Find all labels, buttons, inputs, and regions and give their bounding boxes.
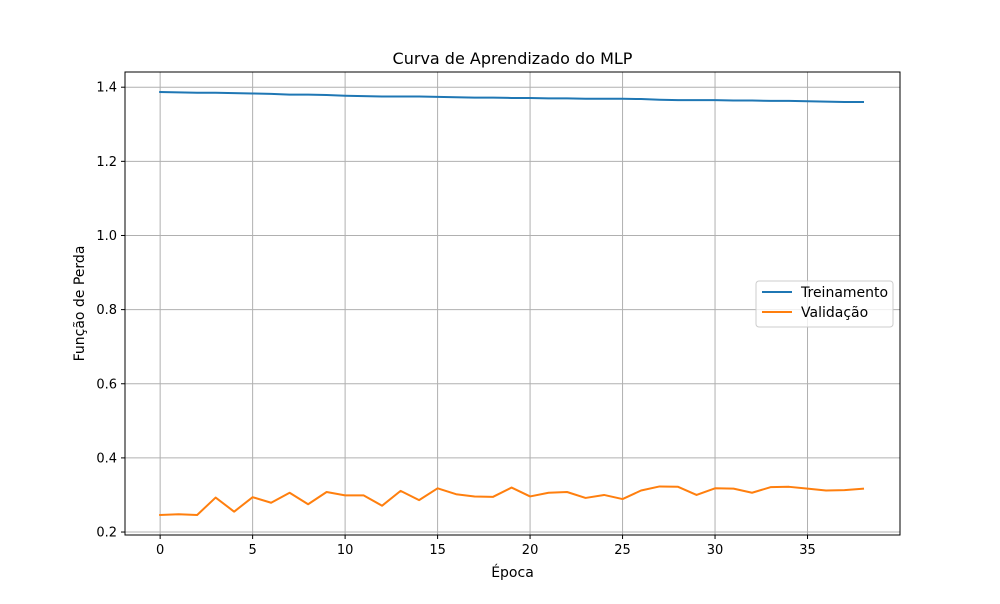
y-tick-label: 1.2 [96, 155, 117, 170]
legend-label-treinamento: Treinamento [800, 285, 888, 301]
chart-title: Curva de Aprendizado do MLP [393, 49, 633, 68]
series-line-treinamento [159, 91, 865, 104]
plot-area-frame [124, 71, 901, 536]
axis-ticks: 0 5 10 15 20 25 30 35 0.2 0.4 0.6 0.8 1.0 1.2 1.4 [96, 81, 815, 558]
x-tick-label: 35 [799, 543, 816, 558]
legend-label-validacao: Validação [801, 305, 868, 321]
x-tick-label: 20 [522, 543, 539, 558]
x-tick-label: 0 [156, 543, 164, 558]
series-line-validacao [159, 485, 865, 517]
x-tick-label: 5 [248, 543, 256, 558]
x-tick-label: 10 [337, 543, 354, 558]
legend: Treinamento Validação [755, 280, 894, 328]
x-tick-label: 30 [707, 543, 724, 558]
x-tick-label: 25 [614, 543, 631, 558]
y-axis-label: Função de Perda [72, 246, 88, 362]
series-lines [159, 91, 865, 517]
x-axis-label: Época [491, 564, 534, 581]
y-tick-label: 0.6 [96, 377, 117, 392]
x-tick-label: 15 [429, 543, 446, 558]
y-tick-label: 0.2 [96, 526, 117, 541]
y-tick-label: 0.4 [96, 451, 117, 466]
y-tick-label: 1.0 [96, 229, 117, 244]
y-tick-label: 1.4 [96, 81, 117, 96]
y-tick-label: 0.8 [96, 303, 117, 318]
grid [125, 72, 900, 535]
